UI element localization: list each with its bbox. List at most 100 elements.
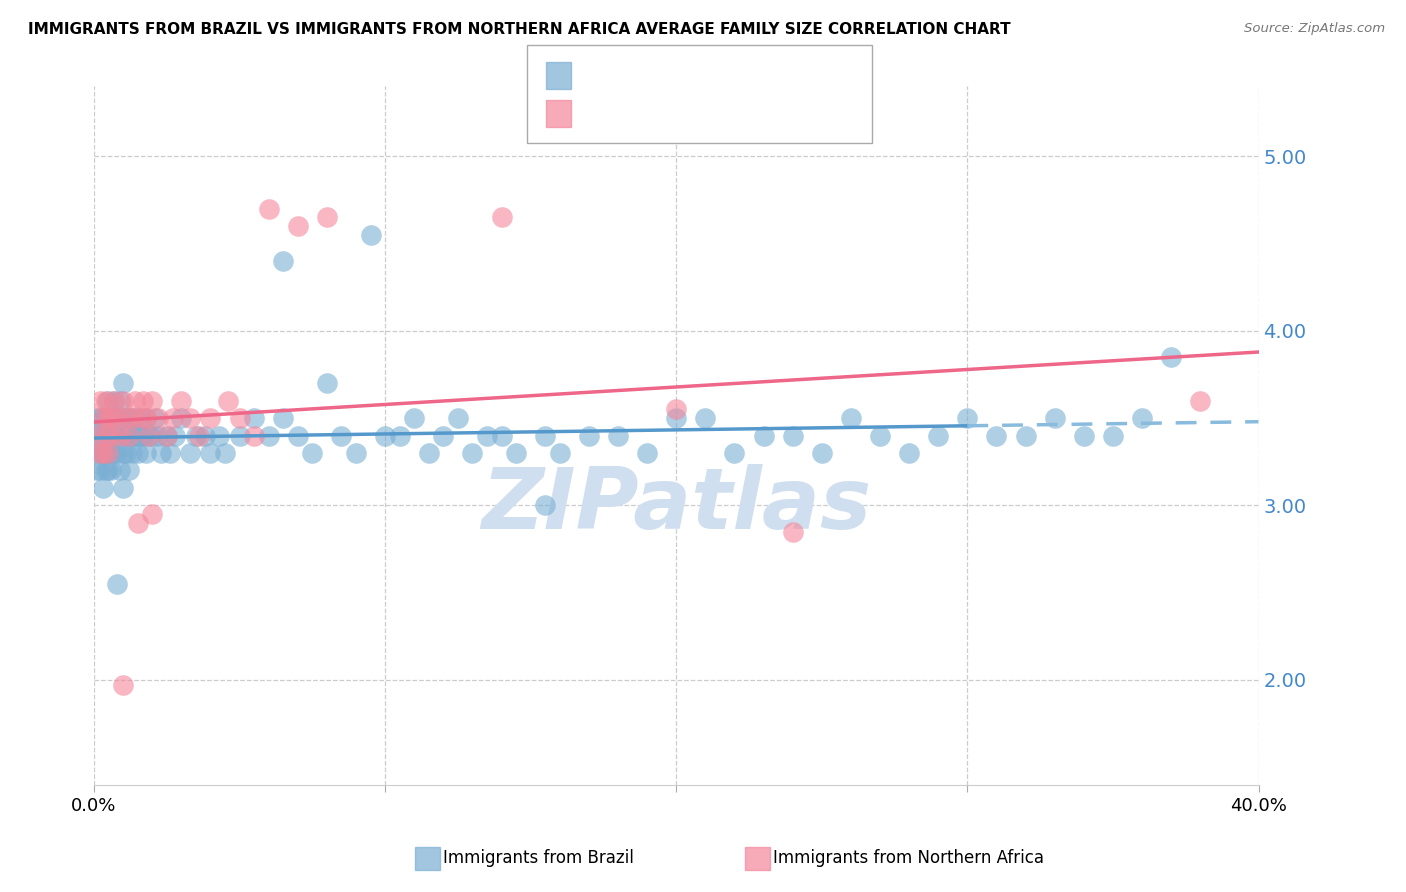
Point [89,446,111,460]
Point [132,428,155,442]
Point [432,428,454,442]
Point [124,393,146,408]
Point [534,428,557,442]
Point [108,463,131,477]
Text: N =: N = [681,71,717,89]
Point [105,428,128,442]
Point [1102,428,1125,442]
Point [491,211,513,225]
Point [97,446,120,460]
Point [1014,428,1036,442]
Point [956,411,979,425]
Point [89,446,111,460]
Point [418,446,440,460]
Point [141,428,163,442]
Point [100,463,122,477]
Point [271,411,294,425]
Point [782,428,804,442]
Point [94,446,117,460]
Text: ZIPatlas: ZIPatlas [481,464,872,547]
Point [103,393,125,408]
Point [752,428,775,442]
Text: 116: 116 [718,71,754,89]
Point [360,227,382,242]
Point [1189,393,1212,408]
Point [91,411,114,425]
Point [287,428,309,442]
Point [179,411,201,425]
Point [187,428,209,442]
Point [108,428,131,442]
Point [108,428,131,442]
Point [115,428,138,442]
Point [315,211,337,225]
Point [810,446,832,460]
Point [89,428,111,442]
Point [217,393,239,408]
Point [105,446,128,460]
Point [159,446,181,460]
Point [665,411,688,425]
Point [91,446,114,460]
Point [146,428,169,442]
Point [94,428,117,442]
Point [108,393,131,408]
Text: Immigrants from Northern Africa: Immigrants from Northern Africa [773,849,1045,867]
Text: N =: N = [681,109,717,127]
Point [97,411,120,425]
Point [115,411,138,425]
Point [127,516,149,530]
Point [1073,428,1095,442]
Point [115,446,138,460]
Point [91,428,114,442]
Point [97,463,120,477]
Point [636,446,658,460]
Point [89,463,111,477]
Point [103,393,125,408]
Point [86,463,108,477]
Point [143,411,166,425]
Point [165,428,187,442]
Point [103,446,125,460]
Point [374,428,396,442]
Point [100,411,122,425]
Point [91,411,114,425]
Point [115,411,138,425]
Point [156,428,179,442]
Point [89,393,111,408]
Point [121,411,143,425]
Point [200,446,222,460]
Point [118,411,141,425]
Point [193,428,215,442]
Point [665,402,688,417]
Point [100,428,122,442]
Point [214,446,236,460]
Point [112,481,135,495]
Point [243,411,266,425]
Text: R =: R = [582,71,619,89]
Point [986,428,1008,442]
Point [118,428,141,442]
Text: Immigrants from Brazil: Immigrants from Brazil [443,849,634,867]
Point [162,411,184,425]
Point [124,428,146,442]
Point [898,446,921,460]
Point [94,463,117,477]
Point [103,428,125,442]
Point [94,393,117,408]
Text: IMMIGRANTS FROM BRAZIL VS IMMIGRANTS FROM NORTHERN AFRICA AVERAGE FAMILY SIZE CO: IMMIGRANTS FROM BRAZIL VS IMMIGRANTS FRO… [28,22,1011,37]
Point [94,428,117,442]
Point [124,411,146,425]
Point [315,376,337,391]
Text: R =: R = [582,109,619,127]
Point [112,446,135,460]
Point [86,428,108,442]
Point [228,428,250,442]
Point [1160,350,1182,364]
Point [112,678,135,692]
Point [138,428,160,442]
Point [135,411,157,425]
Text: 44: 44 [718,109,742,127]
Point [475,428,498,442]
Point [170,411,193,425]
